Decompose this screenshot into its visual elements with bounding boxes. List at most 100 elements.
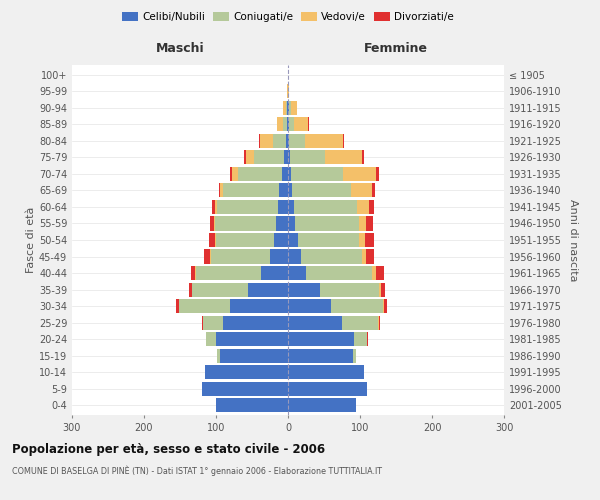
Bar [209, 233, 215, 247]
Bar [176, 299, 179, 313]
Bar [288, 216, 295, 230]
Bar [359, 233, 365, 247]
Bar [362, 150, 364, 164]
Bar [214, 216, 215, 230]
Bar [306, 266, 372, 280]
Bar [259, 134, 260, 148]
Bar [223, 184, 280, 198]
Bar [210, 250, 211, 264]
Bar [381, 282, 385, 296]
Bar [220, 348, 288, 362]
Bar [291, 167, 343, 181]
Bar [376, 167, 379, 181]
Bar [385, 299, 388, 313]
Bar [215, 233, 216, 247]
Bar [245, 150, 254, 164]
Bar [212, 200, 215, 214]
Bar [354, 332, 367, 346]
Bar [352, 184, 371, 198]
Bar [291, 101, 296, 115]
Bar [216, 332, 288, 346]
Text: Femmine: Femmine [364, 42, 428, 55]
Text: COMUNE DI BASELGA DI PINÈ (TN) - Dati ISTAT 1° gennaio 2006 - Elaborazione TUTTI: COMUNE DI BASELGA DI PINÈ (TN) - Dati IS… [12, 466, 382, 476]
Bar [320, 282, 379, 296]
Bar [216, 233, 274, 247]
Bar [305, 134, 343, 148]
Bar [383, 299, 385, 313]
Text: Maschi: Maschi [155, 42, 205, 55]
Bar [359, 216, 366, 230]
Bar [288, 118, 289, 132]
Bar [288, 167, 291, 181]
Bar [288, 134, 289, 148]
Bar [288, 398, 356, 412]
Bar [248, 282, 288, 296]
Bar [288, 282, 320, 296]
Bar [286, 101, 287, 115]
Bar [270, 250, 288, 264]
Bar [357, 200, 368, 214]
Bar [192, 282, 248, 296]
Bar [353, 348, 356, 362]
Bar [378, 316, 379, 330]
Bar [273, 134, 286, 148]
Bar [244, 150, 245, 164]
Bar [230, 299, 288, 313]
Bar [205, 250, 210, 264]
Bar [325, 150, 362, 164]
Bar [292, 184, 352, 198]
Bar [260, 134, 273, 148]
Bar [220, 184, 223, 198]
Bar [362, 250, 366, 264]
Bar [195, 266, 196, 280]
Bar [288, 233, 298, 247]
Bar [287, 84, 288, 98]
Bar [367, 332, 368, 346]
Bar [288, 200, 294, 214]
Bar [286, 134, 288, 148]
Bar [230, 167, 232, 181]
Bar [216, 398, 288, 412]
Bar [368, 200, 374, 214]
Bar [203, 316, 223, 330]
Bar [288, 316, 342, 330]
Bar [289, 101, 291, 115]
Bar [283, 101, 286, 115]
Bar [238, 167, 282, 181]
Bar [287, 118, 288, 132]
Bar [379, 316, 380, 330]
Bar [274, 233, 288, 247]
Bar [210, 216, 214, 230]
Bar [290, 150, 325, 164]
Bar [215, 200, 217, 214]
Bar [278, 200, 288, 214]
Bar [366, 250, 374, 264]
Bar [295, 216, 359, 230]
Bar [277, 118, 283, 132]
Bar [223, 316, 288, 330]
Bar [283, 118, 287, 132]
Bar [232, 167, 238, 181]
Bar [288, 365, 364, 379]
Bar [217, 348, 220, 362]
Bar [288, 101, 289, 115]
Bar [288, 84, 289, 98]
Bar [288, 150, 290, 164]
Bar [287, 101, 288, 115]
Bar [206, 332, 216, 346]
Bar [288, 250, 301, 264]
Bar [288, 382, 367, 396]
Bar [280, 184, 288, 198]
Bar [288, 332, 354, 346]
Text: Popolazione per età, sesso e stato civile - 2006: Popolazione per età, sesso e stato civil… [12, 442, 325, 456]
Bar [254, 150, 284, 164]
Bar [211, 250, 270, 264]
Bar [190, 282, 192, 296]
Bar [289, 118, 294, 132]
Bar [289, 134, 305, 148]
Bar [366, 216, 373, 230]
Bar [308, 118, 309, 132]
Bar [343, 167, 376, 181]
Bar [371, 184, 375, 198]
Bar [294, 118, 308, 132]
